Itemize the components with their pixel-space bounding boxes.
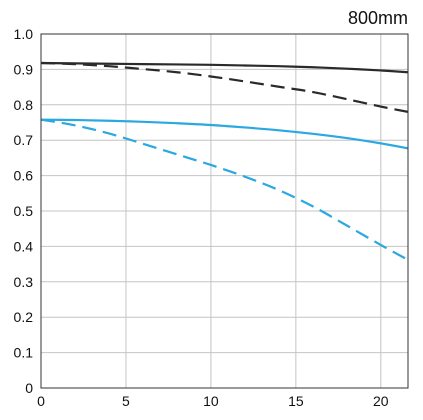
series-line-1 xyxy=(40,61,409,74)
y-tick-label: 0 xyxy=(25,380,33,396)
chart-title: 800mm xyxy=(348,8,408,28)
y-tick-label: 0.7 xyxy=(14,132,34,148)
y-tick-label: 0.3 xyxy=(14,274,34,290)
y-tick-labels: 0 0.1 0.2 0.3 0.4 0.5 0.6 0.7 0.8 0.9 1.0 xyxy=(14,26,34,396)
x-tick-label: 0 xyxy=(37,393,45,409)
y-tick-label: 0.1 xyxy=(14,345,34,361)
y-tick-label: 0.6 xyxy=(14,168,34,184)
y-tick-label: 0.8 xyxy=(14,97,34,113)
series-line-3 xyxy=(40,118,409,150)
x-tick-label: 20 xyxy=(373,393,389,409)
x-tick-labels: 0 5 10 15 20 xyxy=(37,393,389,409)
series-lines xyxy=(40,61,409,261)
y-tick-label: 0.5 xyxy=(14,203,34,219)
x-tick-label: 15 xyxy=(288,393,304,409)
y-tick-label: 0.2 xyxy=(14,309,34,325)
y-tick-label: 0.9 xyxy=(14,61,34,77)
y-tick-label: 0.4 xyxy=(14,238,34,254)
series-line-4 xyxy=(40,118,409,261)
x-tick-label: 10 xyxy=(203,393,219,409)
grid-lines xyxy=(40,33,408,389)
plot-frame xyxy=(40,33,409,389)
y-tick-label: 1.0 xyxy=(14,26,34,42)
series-line-2 xyxy=(40,61,409,113)
x-tick-label: 5 xyxy=(122,393,130,409)
